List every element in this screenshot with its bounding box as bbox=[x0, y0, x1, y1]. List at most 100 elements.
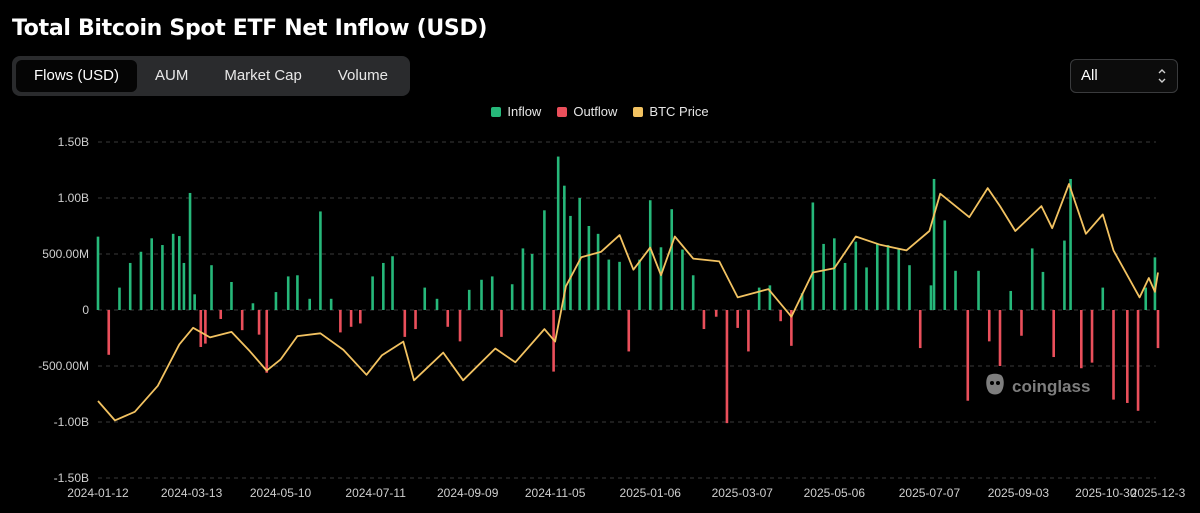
inflow-bar[interactable] bbox=[943, 220, 947, 310]
inflow-bar[interactable] bbox=[230, 282, 233, 310]
inflow-bar[interactable] bbox=[274, 292, 278, 310]
inflow-bar[interactable] bbox=[670, 209, 674, 310]
outflow-bar[interactable] bbox=[987, 310, 991, 342]
inflow-bar[interactable] bbox=[490, 276, 494, 310]
outflow-bar[interactable] bbox=[1126, 310, 1129, 403]
inflow-bar[interactable] bbox=[382, 262, 385, 310]
inflow-bar[interactable] bbox=[578, 198, 581, 310]
outflow-bar[interactable] bbox=[998, 310, 1002, 366]
inflow-bar[interactable] bbox=[954, 270, 957, 310]
inflow-bar[interactable] bbox=[296, 275, 299, 310]
inflow-bar[interactable] bbox=[1041, 271, 1045, 310]
inflow-bar[interactable] bbox=[188, 192, 192, 310]
inflow-bar[interactable] bbox=[1153, 257, 1157, 310]
inflow-bar[interactable] bbox=[569, 215, 572, 310]
inflow-bar[interactable] bbox=[659, 247, 663, 310]
legend-item-inflow[interactable]: Inflow bbox=[491, 104, 541, 119]
inflow-bar[interactable] bbox=[1063, 240, 1066, 310]
inflow-bar[interactable] bbox=[251, 303, 255, 310]
outflow-bar[interactable] bbox=[1090, 310, 1094, 363]
inflow-bar[interactable] bbox=[833, 238, 836, 310]
inflow-bar[interactable] bbox=[1009, 290, 1013, 310]
outflow-bar[interactable] bbox=[359, 310, 362, 324]
legend-item-outflow[interactable]: Outflow bbox=[557, 104, 617, 119]
inflow-bar[interactable] bbox=[182, 262, 186, 310]
inflow-bar[interactable] bbox=[607, 259, 611, 310]
outflow-bar[interactable] bbox=[240, 310, 244, 331]
inflow-bar[interactable] bbox=[768, 285, 772, 310]
outflow-bar[interactable] bbox=[265, 310, 269, 373]
inflow-bar[interactable] bbox=[1030, 248, 1034, 310]
outflow-bar[interactable] bbox=[107, 310, 111, 355]
inflow-bar[interactable] bbox=[480, 279, 483, 310]
inflow-bar[interactable] bbox=[865, 267, 868, 310]
outflow-bar[interactable] bbox=[204, 310, 207, 344]
outflow-bar[interactable] bbox=[1079, 310, 1083, 369]
inflow-bar[interactable] bbox=[319, 211, 322, 310]
inflow-bar[interactable] bbox=[908, 265, 911, 310]
inflow-bar[interactable] bbox=[178, 236, 181, 310]
btc-price-line[interactable] bbox=[97, 183, 1159, 422]
inflow-bar[interactable] bbox=[757, 287, 761, 310]
outflow-bar[interactable] bbox=[1156, 310, 1160, 349]
outflow-bar[interactable] bbox=[500, 310, 503, 337]
inflow-bar[interactable] bbox=[96, 236, 100, 310]
inflow-bar[interactable] bbox=[193, 294, 196, 310]
outflow-bar[interactable] bbox=[403, 310, 407, 337]
outflow-bar[interactable] bbox=[446, 310, 450, 327]
inflow-bar[interactable] bbox=[932, 178, 936, 310]
inflow-bar[interactable] bbox=[800, 293, 804, 310]
inflow-bar[interactable] bbox=[587, 226, 591, 310]
outflow-bar[interactable] bbox=[736, 310, 739, 328]
outflow-bar[interactable] bbox=[349, 310, 353, 327]
inflow-bar[interactable] bbox=[1069, 178, 1072, 310]
inflow-bar[interactable] bbox=[811, 202, 815, 310]
inflow-bar[interactable] bbox=[467, 289, 471, 310]
inflow-bar[interactable] bbox=[423, 287, 427, 310]
outflow-bar[interactable] bbox=[627, 310, 631, 352]
outflow-bar[interactable] bbox=[414, 310, 417, 330]
inflow-bar[interactable] bbox=[308, 298, 311, 310]
inflow-bar[interactable] bbox=[329, 298, 333, 310]
inflow-bar[interactable] bbox=[886, 245, 890, 310]
outflow-bar[interactable] bbox=[1136, 310, 1140, 411]
inflow-bar[interactable] bbox=[822, 243, 825, 310]
outflow-bar[interactable] bbox=[257, 310, 261, 335]
inflow-bar[interactable] bbox=[681, 249, 684, 310]
inflow-bar[interactable] bbox=[563, 185, 566, 310]
outflow-bar[interactable] bbox=[458, 310, 462, 342]
inflow-bar[interactable] bbox=[596, 233, 600, 310]
outflow-bar[interactable] bbox=[725, 310, 729, 424]
inflow-bar[interactable] bbox=[618, 261, 621, 310]
inflow-bar[interactable] bbox=[556, 156, 560, 310]
inflow-bar[interactable] bbox=[543, 210, 546, 310]
outflow-bar[interactable] bbox=[779, 310, 782, 322]
outflow-bar[interactable] bbox=[219, 310, 223, 319]
inflow-bar[interactable] bbox=[648, 200, 652, 310]
tab-flows-usd[interactable]: Flows (USD) bbox=[16, 60, 137, 92]
inflow-bar[interactable] bbox=[171, 233, 175, 310]
outflow-bar[interactable] bbox=[1020, 310, 1023, 336]
inflow-bar[interactable] bbox=[210, 265, 213, 310]
inflow-bar[interactable] bbox=[161, 245, 164, 310]
inflow-bar[interactable] bbox=[977, 270, 980, 310]
outflow-bar[interactable] bbox=[918, 310, 922, 349]
outflow-bar[interactable] bbox=[714, 310, 718, 317]
inflow-bar[interactable] bbox=[286, 276, 290, 310]
outflow-bar[interactable] bbox=[790, 310, 793, 346]
outflow-bar[interactable] bbox=[1112, 310, 1115, 400]
tab-volume[interactable]: Volume bbox=[337, 67, 388, 84]
inflow-bar[interactable] bbox=[691, 275, 695, 310]
inflow-bar[interactable] bbox=[435, 298, 439, 310]
legend-item-btc-price[interactable]: BTC Price bbox=[633, 104, 709, 119]
outflow-bar[interactable] bbox=[966, 310, 970, 401]
outflow-bar[interactable] bbox=[747, 310, 750, 352]
inflow-bar[interactable] bbox=[510, 284, 514, 310]
inflow-bar[interactable] bbox=[118, 287, 121, 310]
inflow-bar[interactable] bbox=[875, 243, 879, 310]
inflow-bar[interactable] bbox=[929, 285, 933, 310]
inflow-bar[interactable] bbox=[897, 248, 901, 310]
inflow-bar[interactable] bbox=[391, 256, 394, 310]
inflow-bar[interactable] bbox=[150, 238, 153, 310]
inflow-bar[interactable] bbox=[139, 251, 143, 310]
